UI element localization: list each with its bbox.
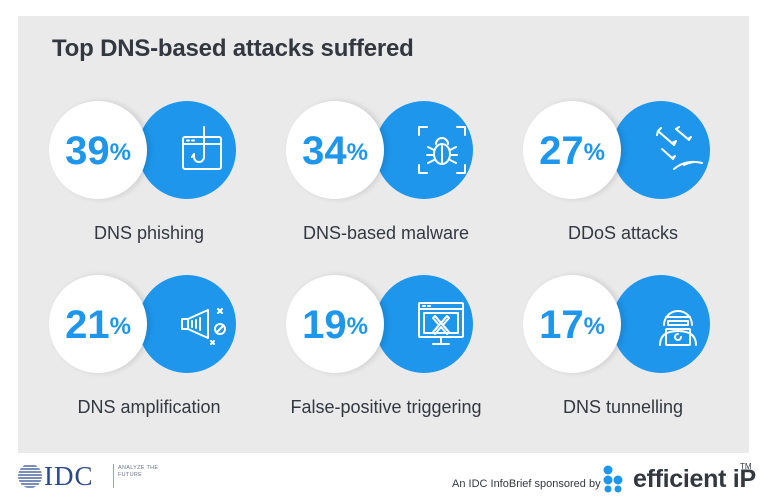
idc-globe-icon [18, 465, 42, 488]
phishing-hook-icon [182, 126, 222, 170]
stat-label: DNS tunnelling [562, 397, 684, 417]
error-window-icon [418, 302, 464, 345]
page-title: Top DNS-based attacks suffered [52, 35, 414, 62]
percent-value: 34% [302, 129, 368, 173]
percent-circle: 39% [49, 101, 147, 199]
stat-label: DNS amplification [77, 397, 221, 417]
stat-label: DNS phishing [93, 223, 205, 243]
infographic-panel [18, 16, 749, 453]
trademark: TM [740, 462, 752, 471]
sponsor-text: An IDC InfoBrief sponsored by [452, 478, 601, 490]
stat-label: False-positive triggering [290, 397, 482, 417]
icon-circle [138, 275, 236, 373]
icon-circle [612, 275, 710, 373]
idc-logo-text: IDC [44, 461, 94, 491]
footer [0, 453, 770, 499]
percent-circle: 27% [523, 101, 621, 199]
sponsor-logo-text: efficient iP [633, 465, 756, 493]
stat-label: DDoS attacks [567, 223, 679, 243]
icon-circle [375, 101, 473, 199]
icon-circle [612, 101, 710, 199]
icon-circle [138, 101, 236, 199]
percent-circle: 34% [286, 101, 384, 199]
percent-value: 19% [302, 303, 368, 347]
icon-circle [375, 275, 473, 373]
percent-circle: 17% [523, 275, 621, 373]
percent-value: 27% [539, 129, 605, 173]
divider [113, 464, 114, 488]
megaphone-icon [181, 308, 226, 345]
percent-value: 39% [65, 129, 131, 173]
idc-tagline: ANALYZE THE FUTURE [118, 465, 159, 478]
percent-circle: 19% [286, 275, 384, 373]
missiles-icon [656, 126, 703, 170]
bug-icon [418, 126, 466, 174]
stat-label: DNS-based malware [302, 223, 470, 243]
percent-circle: 21% [49, 275, 147, 373]
efficientip-logo-icon [603, 465, 623, 493]
percent-value: 17% [539, 303, 605, 347]
hacker-icon [659, 310, 697, 346]
percent-value: 21% [65, 303, 131, 347]
